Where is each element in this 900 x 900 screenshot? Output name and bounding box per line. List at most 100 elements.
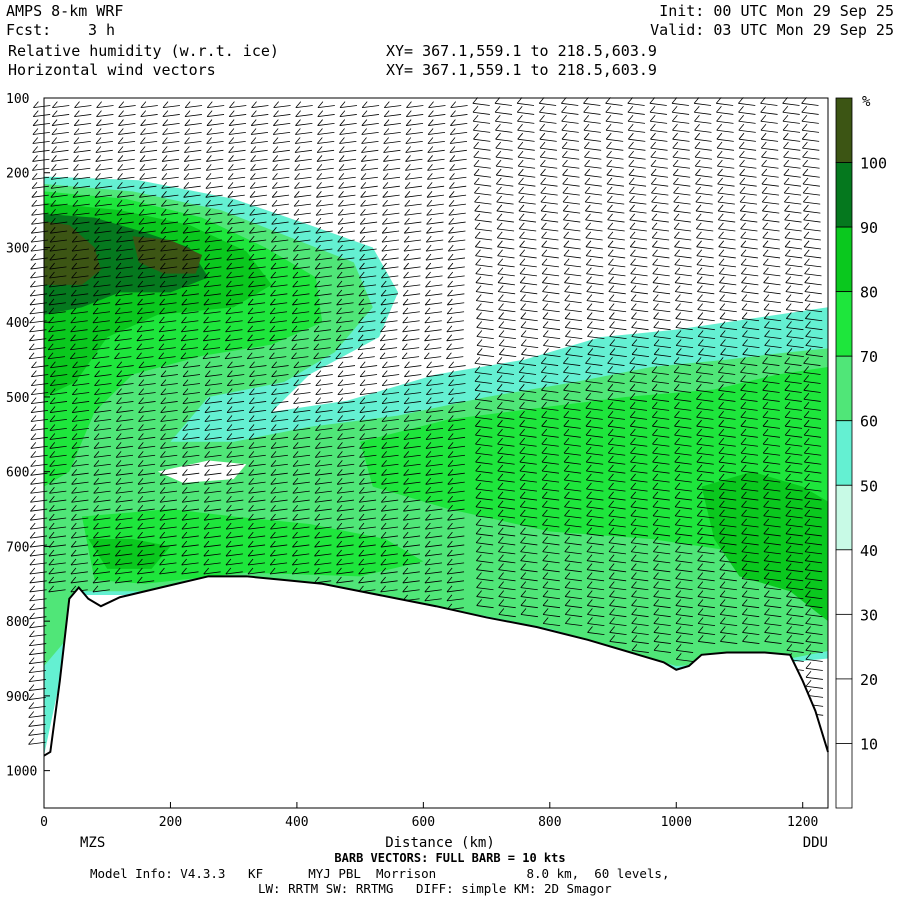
wind-barb-822 <box>336 567 354 575</box>
wind-barb-1296 <box>541 276 560 286</box>
wind-barb-763 <box>314 522 332 530</box>
wind-barb-931 <box>380 567 398 575</box>
wind-barb-1953 <box>783 159 801 169</box>
colorbar-unit: % <box>862 94 871 110</box>
wind-barb-695 <box>293 388 311 396</box>
wind-barb-17 <box>30 253 48 261</box>
wind-barb-413 <box>182 235 200 243</box>
wind-barb-1599 <box>652 294 671 304</box>
wind-barb-289 <box>114 567 133 575</box>
wind-barb-1101 <box>446 594 464 602</box>
wind-barb-2024 <box>803 222 821 232</box>
wind-barb-994 <box>427 137 445 144</box>
wind-barb-337 <box>137 513 155 521</box>
wind-barb-1518 <box>627 123 646 133</box>
wind-barb-1507 <box>608 572 627 582</box>
wind-barb-198 <box>93 244 112 252</box>
wind-barb-2051 <box>804 464 822 474</box>
wind-barb-2071 <box>805 644 823 653</box>
wind-barb-2043 <box>803 393 821 402</box>
wind-barb-730 <box>315 226 333 234</box>
wind-barb-766 <box>314 549 332 557</box>
wind-barb-990 <box>428 101 446 109</box>
wind-barb-248 <box>116 200 135 207</box>
wind-barb-8 <box>31 173 50 180</box>
colorbar-swatch-7 <box>835 549 853 615</box>
wind-barb-977 <box>403 487 421 494</box>
wind-barb-1147 <box>475 491 493 501</box>
wind-barb-216 <box>93 406 112 413</box>
wind-barb-1677 <box>674 437 692 447</box>
wind-barb-1598 <box>652 285 671 295</box>
wind-barb-1223 <box>517 141 535 151</box>
wind-barb-1661 <box>675 294 693 304</box>
wind-barb-116 <box>49 495 67 503</box>
wind-barb-191 <box>94 182 113 189</box>
wind-barb-1165 <box>495 141 513 151</box>
wind-barb-1022 <box>426 388 444 396</box>
wind-barb-797 <box>335 343 353 351</box>
y-tick-label-400: 400 <box>6 316 29 331</box>
wind-barb-476 <box>203 325 221 333</box>
colorbar-swatch-6 <box>835 484 853 551</box>
wind-barb-2035 <box>805 321 823 331</box>
wind-barb-548 <box>226 495 244 503</box>
wind-barb-1781 <box>718 258 736 268</box>
wind-barb-1320 <box>541 491 560 501</box>
wind-barb-1292 <box>541 240 559 250</box>
wind-barb-84 <box>50 208 68 216</box>
wind-barb-602 <box>248 504 266 512</box>
wind-barb-1581 <box>650 132 668 142</box>
wind-barb-1674 <box>674 410 692 420</box>
wind-barb-1784 <box>719 285 737 295</box>
wind-barb-841 <box>359 253 377 261</box>
wind-barb-1243 <box>520 321 538 331</box>
wind-barb-290 <box>114 576 133 584</box>
wind-barb-2000 <box>786 581 804 591</box>
wind-barb-604 <box>248 522 266 530</box>
wind-barb-252 <box>116 235 134 243</box>
wind-barb-1859 <box>740 410 758 420</box>
wind-barb-1631 <box>653 581 671 591</box>
wind-barb-1662 <box>675 303 693 313</box>
wind-barb-412 <box>182 226 200 234</box>
wind-barb-311 <box>137 280 155 288</box>
wind-barb-1545 <box>629 366 647 375</box>
wind-barb-1430 <box>585 419 603 429</box>
wind-barb-507 <box>228 128 246 135</box>
wind-barb-39 <box>30 451 48 458</box>
wind-barb-906 <box>379 343 398 351</box>
wind-barb-564 <box>250 164 268 171</box>
wind-barb-1942 <box>764 608 782 618</box>
wind-barb-1155 <box>476 563 494 573</box>
wind-barb-866 <box>358 478 377 485</box>
wind-barb-1448 <box>586 581 605 591</box>
wind-barb-1060 <box>448 226 466 234</box>
wind-barb-1093 <box>447 522 465 530</box>
wind-barb-1552 <box>629 428 648 438</box>
wind-barb-936 <box>405 119 424 126</box>
wind-barb-1445 <box>586 554 604 564</box>
wind-barb-1176 <box>497 240 515 250</box>
wind-barb-170 <box>71 487 89 494</box>
wind-barb-918 <box>381 451 399 458</box>
wind-barb-772 <box>339 119 357 126</box>
wind-barb-1037 <box>425 522 443 530</box>
wind-barb-1739 <box>696 428 714 438</box>
wind-barb-497 <box>203 513 222 521</box>
wind-barb-1527 <box>629 204 647 214</box>
wind-barb-441 <box>181 487 200 494</box>
wind-barb-2032 <box>804 294 822 304</box>
wind-barb-759 <box>314 487 332 494</box>
wind-barb-111 <box>49 451 67 458</box>
wind-barb-1535 <box>630 276 648 286</box>
wind-barb-222 <box>93 460 111 467</box>
wind-barb-1874 <box>741 545 759 555</box>
wind-barb-2045 <box>803 410 821 420</box>
wind-barb-1346 <box>562 195 581 205</box>
wind-barb-1862 <box>740 437 758 447</box>
wind-barb-1199 <box>497 446 515 456</box>
wind-barb-489 <box>204 442 222 449</box>
wind-barb-644 <box>271 406 289 413</box>
wind-barb-334 <box>137 487 155 494</box>
